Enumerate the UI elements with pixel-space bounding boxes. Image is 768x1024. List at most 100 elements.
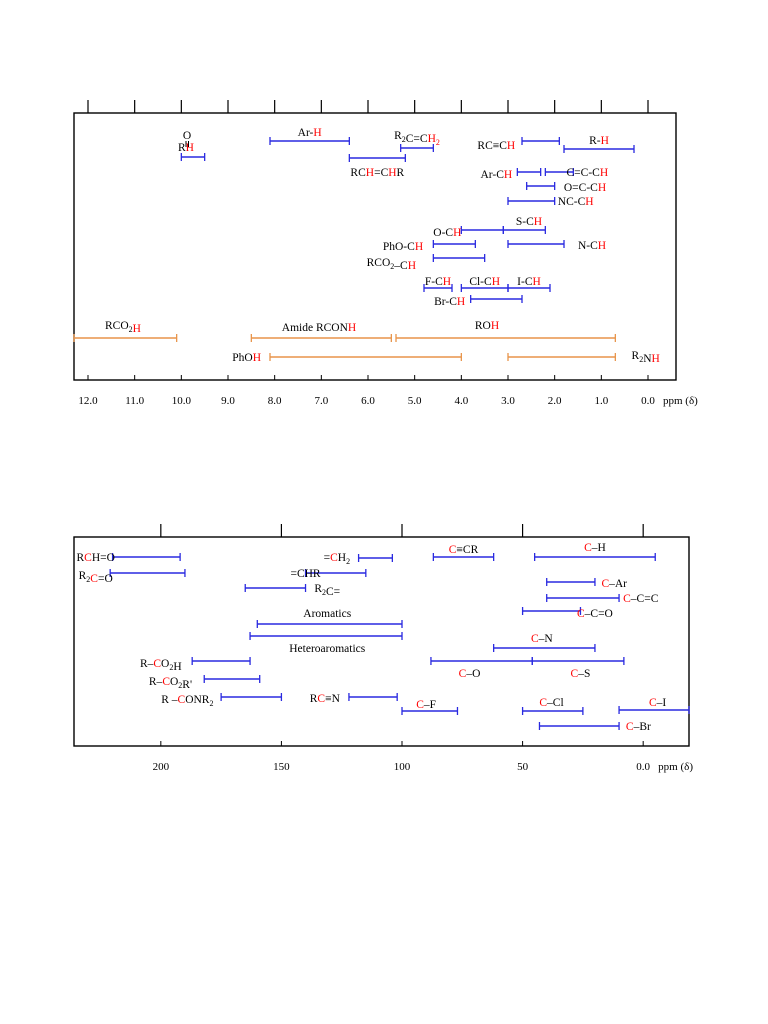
range-label: RCH=CHR — [350, 167, 404, 179]
range-label: R-H — [589, 135, 609, 147]
range-label: R–CO2H — [140, 658, 182, 673]
range-c-br: C–Br — [538, 721, 651, 733]
axis-tick-label: 8.0 — [268, 395, 282, 407]
range-label: S-CH — [516, 216, 542, 228]
range-label: I-CH — [517, 276, 541, 288]
range-bromo-ch: Br-CH — [434, 295, 523, 308]
range-label: C–H — [584, 542, 606, 554]
axis-tick-label: 6.0 — [361, 395, 375, 407]
range-allylic-c: C–C=C — [546, 593, 659, 605]
range-fluoro-ch: F-CH — [423, 276, 453, 292]
axis-tick-label: 50 — [517, 761, 529, 773]
range-aryl-ether-ch: PhO-CH — [383, 240, 476, 253]
range-terminal-alkene-c: =CH2 — [324, 552, 394, 566]
range-label: Br-CH — [434, 296, 465, 308]
range-label: =CH2 — [324, 552, 350, 566]
range-aldehyde-c: RCH=O — [76, 552, 181, 564]
axis-tick-label: 12.0 — [78, 395, 98, 407]
range-label: R –CONR2 — [161, 694, 213, 708]
range-label: =CHR — [290, 568, 320, 580]
range-c-cl: C–Cl — [521, 697, 584, 715]
proton-nmr-shift-chart: 12.0 11.0 10.0 9.0 8.0 7.0 6.0 5.0 4.0 3.0 2.0 1.0 0… — [73, 100, 698, 407]
range-heteroaromatics: Heteroaromatics — [249, 632, 403, 655]
range-ether-ch: O-CH — [433, 226, 504, 239]
range-label: Ar-H — [298, 127, 322, 139]
range-alkene-chr: =CHR — [290, 568, 367, 580]
axis-tick-label: 2.0 — [548, 395, 562, 407]
range-c-n: C–N — [492, 633, 596, 652]
range-label: RC≡CH — [477, 140, 515, 152]
range-label: C–S — [571, 668, 591, 680]
range-amide-nh: Amide RCONH — [250, 322, 392, 342]
range-c-i: C–I — [618, 697, 690, 714]
range-label: O-CH — [433, 227, 461, 239]
range-label: R2NH — [632, 350, 660, 365]
range-label: C–C=O — [577, 608, 613, 620]
range-label: C–Br — [626, 721, 651, 733]
range-label: C–C=C — [623, 593, 659, 605]
range-amide-c: R –CONR2 — [161, 693, 283, 708]
range-benzylic: Ar-CH — [480, 168, 542, 181]
range-c-f: C–F — [401, 699, 459, 715]
axis-tick-label: 100 — [394, 761, 411, 773]
range-label: R–CO2R' — [149, 676, 192, 691]
range-iodo-ch: I-CH — [507, 276, 551, 292]
range-acid-c: R–CO2H — [140, 657, 251, 673]
carbon-nmr-shift-chart: 200 150 100 50 0.0 ppm (δ) RCH=O R2C=O =CH2 C≡CR C… — [73, 524, 693, 773]
range-amine-ch: N-CH — [507, 240, 606, 252]
range-alkynyl-h: RC≡CH — [477, 137, 560, 152]
range-label: R2C= — [314, 583, 340, 598]
range-label: C=C-CH — [567, 167, 609, 179]
axis-tick-label: 4.0 — [454, 395, 468, 407]
range-alpha-carbonyl: O=C-CH — [526, 182, 606, 194]
range-thioether-ch: S-CH — [502, 216, 546, 234]
axis-tick-label: 9.0 — [221, 395, 235, 407]
carbonyl-oxygen: O — [183, 130, 191, 142]
range-alkane-c: C–H — [533, 542, 656, 561]
range-alpha-carbonyl-c: C–C=O — [521, 607, 613, 620]
range-c-s: C–S — [531, 657, 625, 680]
plot-frame — [73, 536, 690, 747]
range-alkene-r2c: R2C= — [244, 583, 340, 598]
range-label: O=C-CH — [564, 182, 606, 194]
range-label: C–I — [649, 697, 666, 709]
range-label: R2C=O — [79, 570, 113, 585]
range-nitrile-c: RC≡N — [310, 693, 398, 705]
range-label: F-CH — [425, 276, 451, 288]
range-phenol-oh: PhOH — [232, 352, 462, 364]
range-allylic: C=C-CH — [544, 167, 609, 179]
axis-tick-label: 0.0 — [641, 395, 655, 407]
axis-tick-label: 0.0 — [636, 761, 650, 773]
range-label: PhO-CH — [383, 241, 423, 253]
range-label: Ar-CH — [480, 169, 512, 181]
range-alpha-nitrile: NC-CH — [507, 196, 594, 208]
range-label: RCO2H — [105, 320, 141, 335]
range-label: C–Cl — [539, 697, 563, 709]
range-label: Heteroaromatics — [289, 643, 366, 655]
range-label: Aromatics — [303, 608, 351, 620]
range-label: Amide RCONH — [282, 322, 356, 334]
range-label: RH — [178, 142, 194, 154]
range-label: C–N — [531, 633, 553, 645]
range-benzylic-c: C–Ar — [546, 578, 627, 590]
range-label: RC≡N — [310, 693, 341, 705]
axis-tick-label: 5.0 — [408, 395, 422, 407]
range-ketone-c: R2C=O — [79, 569, 186, 585]
range-chloro-ch: Cl-CH — [460, 276, 509, 292]
range-ester-c: R–CO2R' — [149, 675, 261, 691]
range-label: R2C=CH2 — [394, 130, 440, 147]
range-alcohol-oh: ROH — [395, 320, 616, 342]
range-alkyl-h: R-H — [563, 135, 635, 153]
range-label: C≡CR — [449, 544, 479, 556]
range-amine-nh: R2NH — [507, 350, 660, 365]
axis-tick-label: 3.0 — [501, 395, 515, 407]
axis-label: ppm (δ) — [658, 761, 693, 773]
range-ester-ch: RCO2–CH — [367, 254, 486, 272]
range-label: ROH — [475, 320, 499, 332]
range-c-o: C–O — [430, 657, 533, 680]
axis-tick-label: 7.0 — [314, 395, 328, 407]
axis-tick-label: 200 — [153, 761, 170, 773]
axis-label: ppm (δ) — [663, 395, 698, 407]
range-label: Cl-CH — [469, 276, 500, 288]
